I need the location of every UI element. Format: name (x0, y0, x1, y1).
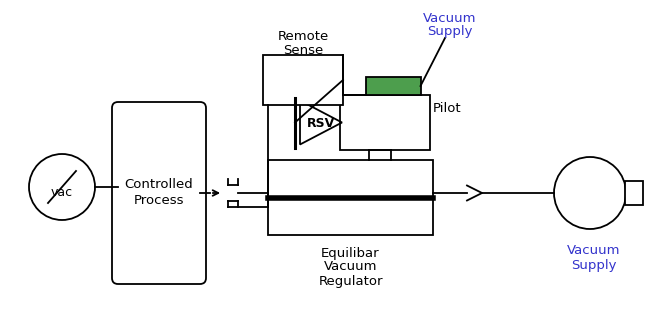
Text: Supply: Supply (571, 258, 617, 272)
Text: RSV: RSV (307, 117, 335, 130)
Bar (625, 181, 643, 205)
Bar (366, 77, 420, 95)
Text: Vacuum: Vacuum (567, 245, 621, 257)
Text: Supply: Supply (427, 24, 473, 38)
Text: Sense: Sense (283, 44, 323, 56)
Text: Vacuum: Vacuum (423, 12, 476, 24)
Text: Controlled: Controlled (125, 179, 193, 191)
Bar (268, 160, 433, 235)
Text: Pilot: Pilot (433, 103, 461, 115)
Text: Regulator: Regulator (318, 275, 383, 287)
Bar (340, 95, 430, 150)
Text: vac: vac (51, 186, 73, 200)
Text: Vacuum: Vacuum (324, 260, 377, 274)
Bar (263, 55, 343, 105)
FancyBboxPatch shape (112, 102, 206, 284)
Text: Remote: Remote (277, 30, 329, 44)
Text: Equilibar: Equilibar (321, 247, 380, 259)
Text: Process: Process (134, 194, 185, 208)
